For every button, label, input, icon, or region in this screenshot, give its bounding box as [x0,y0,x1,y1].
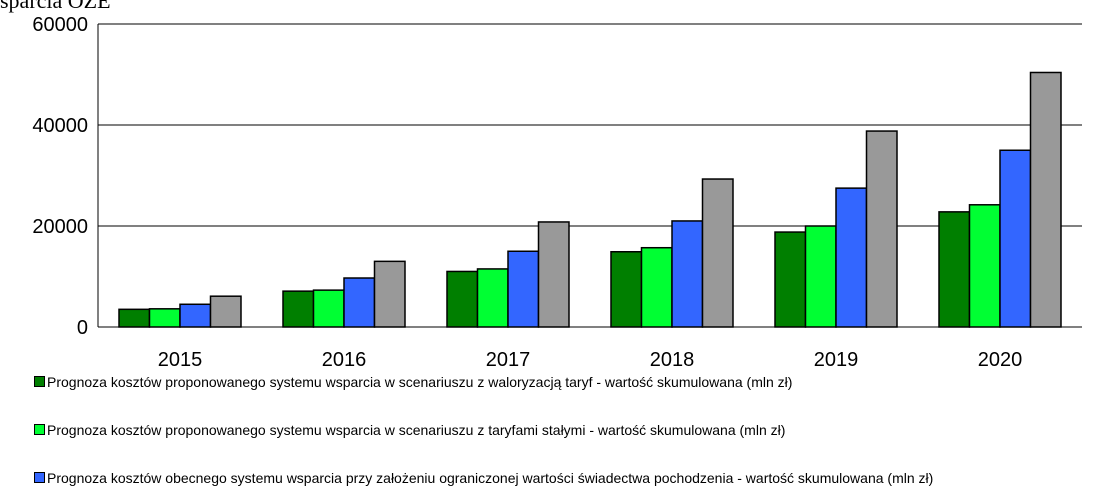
x-tick-label: 2015 [158,349,203,371]
bar [999,149,1032,328]
bar [804,225,837,328]
bar [537,221,570,328]
bar [865,130,898,328]
legend-label: Prognoza kosztów proponowanego systemu w… [47,374,793,390]
bar [507,250,540,328]
bar [671,220,704,328]
bar [312,289,345,328]
x-tick-label: 2018 [650,349,695,371]
bar [938,211,971,328]
y-tick-label: 0 [77,317,88,339]
bar [640,246,673,328]
chart-title: sparcia OZE [0,0,111,13]
y-tick-label: 20000 [32,216,88,238]
legend-label: Prognoza kosztów proponowanego systemu w… [47,422,786,438]
legend-swatch [34,472,45,483]
x-tick-label: 2017 [486,349,531,371]
bar [610,251,643,328]
bar [148,308,181,328]
bar [476,268,509,328]
bar [968,204,1001,328]
bar [209,295,242,328]
legend-swatch [34,424,45,435]
x-tick-label: 2020 [978,349,1023,371]
bar [446,270,479,328]
x-tick-label: 2016 [322,349,367,371]
x-tick-label: 2019 [814,349,859,371]
bar [282,290,315,328]
bar [1029,71,1062,328]
bar [701,178,734,328]
bar [343,277,376,328]
bar [835,187,868,328]
legend-item: Prognoza kosztów proponowanego systemu w… [34,374,1074,391]
bar [118,308,151,328]
bar [179,303,212,328]
bar [774,231,807,328]
legend-item: Prognoza kosztów obecnego systemu wsparc… [34,470,1074,487]
bar [373,260,406,328]
y-tick-label: 60000 [32,14,88,36]
legend-item: Prognoza kosztów proponowanego systemu w… [34,422,1074,439]
y-tick-label: 40000 [32,115,88,137]
legend-label: Prognoza kosztów obecnego systemu wsparc… [47,470,934,486]
legend-swatch [34,376,45,387]
